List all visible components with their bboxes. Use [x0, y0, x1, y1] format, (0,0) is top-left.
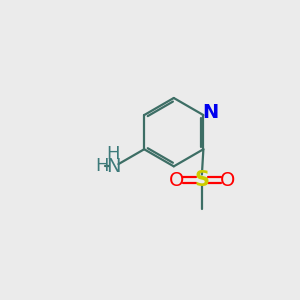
Text: O: O — [169, 171, 184, 190]
Text: N: N — [106, 157, 120, 176]
Text: O: O — [220, 171, 235, 190]
Text: H: H — [106, 145, 120, 163]
Text: N: N — [203, 103, 219, 122]
Text: S: S — [194, 170, 209, 190]
Text: H: H — [95, 158, 109, 175]
